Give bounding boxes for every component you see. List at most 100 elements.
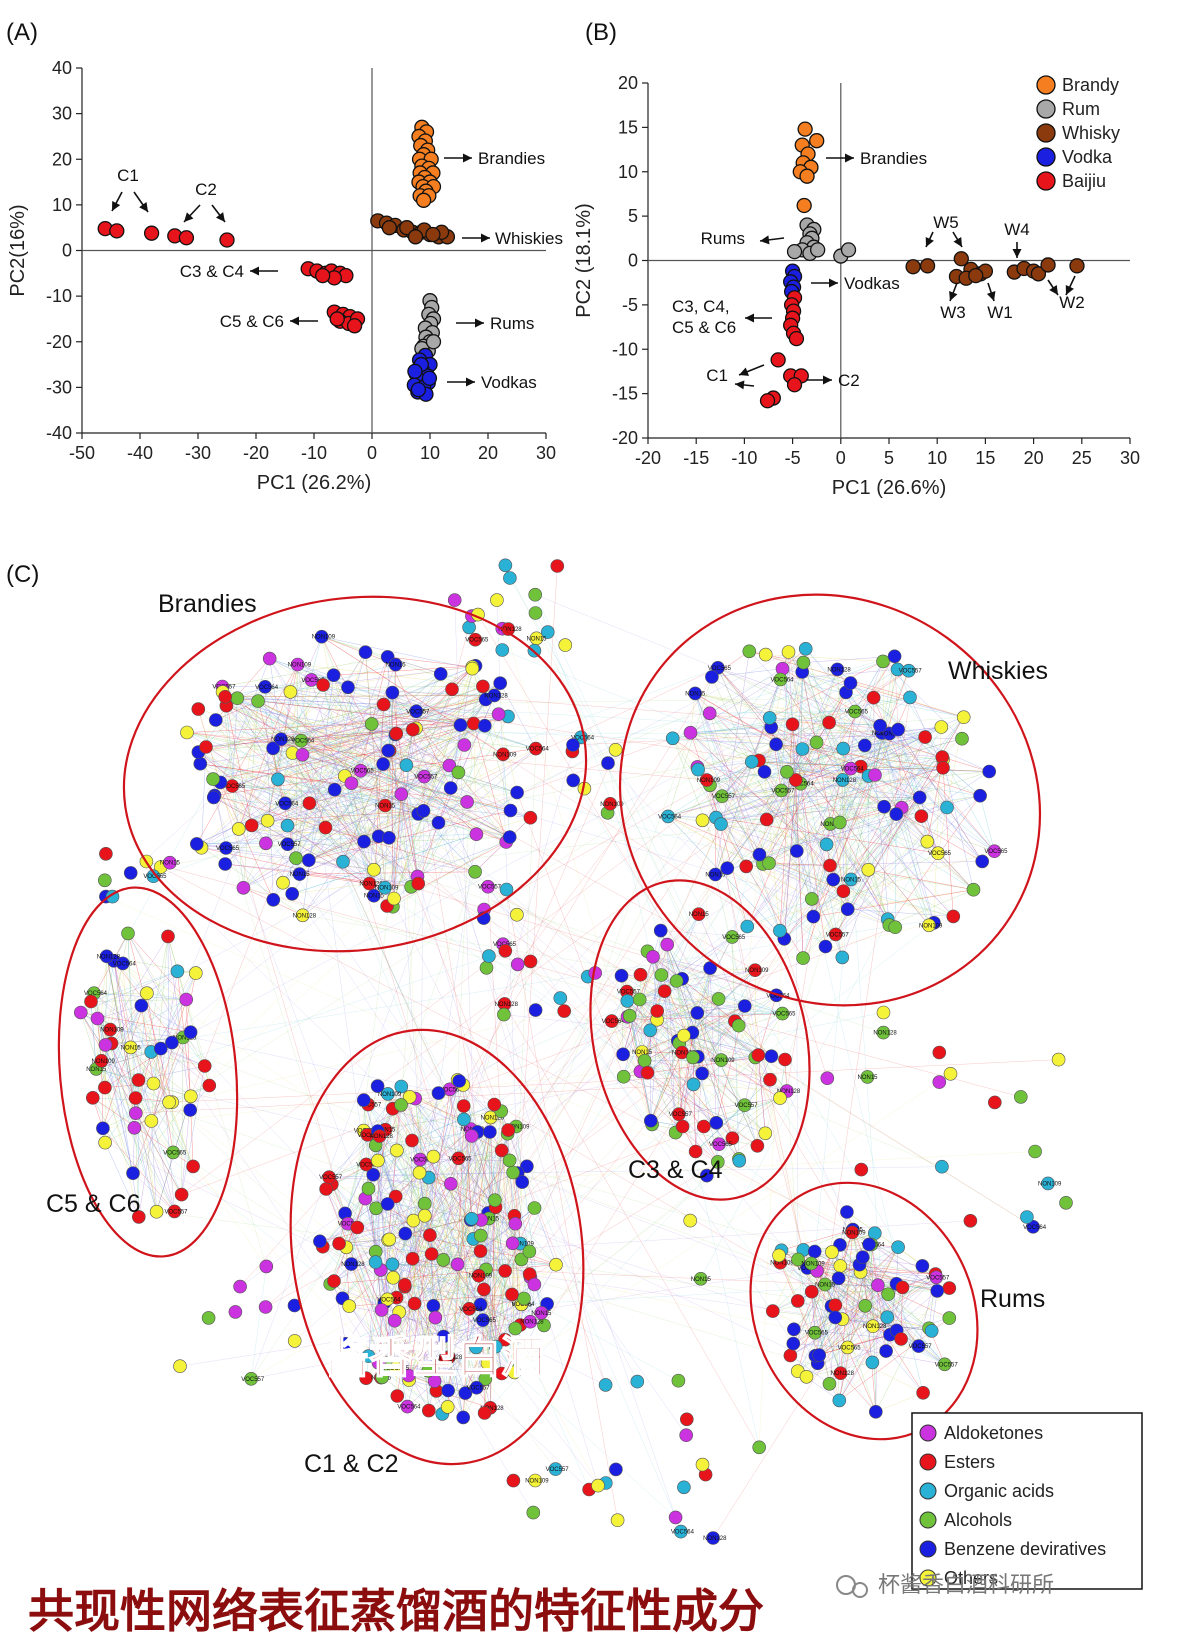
network-node <box>366 1167 381 1182</box>
network-node-label: NON109 <box>92 1059 116 1065</box>
network-node <box>501 1123 516 1137</box>
network-edge <box>322 684 477 835</box>
panel-b-legend-marker <box>1036 99 1056 119</box>
network-node <box>916 1386 930 1400</box>
network-node-label: VOC565 <box>473 1318 497 1324</box>
network-node <box>498 1333 512 1347</box>
network-edge <box>652 956 777 996</box>
network-node <box>201 1311 216 1325</box>
network-edge <box>311 679 370 884</box>
network-edge <box>232 785 468 803</box>
network-edge <box>383 704 760 761</box>
network-node <box>285 886 300 901</box>
network-edge <box>334 723 474 790</box>
network-node <box>428 1310 443 1325</box>
network-node <box>266 741 280 756</box>
network-node <box>361 1181 376 1196</box>
panel-c-legend-marker <box>919 1453 937 1471</box>
network-edge <box>401 1086 470 1309</box>
network-node <box>84 994 98 1009</box>
panel-a-y-tick-label: 0 <box>62 241 72 261</box>
network-edge <box>351 1164 367 1265</box>
network-edge <box>702 736 926 821</box>
panel-b-series-baijiu <box>759 290 809 409</box>
network-node <box>720 861 735 876</box>
network-edge <box>302 733 397 756</box>
network-edge <box>721 795 920 798</box>
network-edge <box>829 1277 937 1384</box>
network-edge <box>321 636 352 784</box>
network-node <box>833 1259 848 1273</box>
network-edge <box>678 968 711 1115</box>
network-node <box>99 846 113 861</box>
network-edge <box>80 1012 826 1285</box>
network-edge <box>302 675 334 916</box>
network-edge <box>640 1071 717 1124</box>
network-edge <box>97 1018 102 1061</box>
cluster-ring-brandies <box>122 595 588 953</box>
network-edge <box>127 933 173 1103</box>
network-edge <box>788 651 830 723</box>
network-edge <box>793 1343 848 1348</box>
network-node <box>202 1078 217 1093</box>
network-edge <box>656 914 699 1020</box>
network-edge <box>349 1305 464 1418</box>
network-node <box>86 1091 100 1105</box>
network-node <box>460 795 474 809</box>
network-node-label: NON128 <box>271 737 295 743</box>
network-edge <box>482 1207 535 1321</box>
network-edge <box>506 889 618 1521</box>
panel-b-annotation-vodkas: Vodkas <box>844 274 900 293</box>
network-edge <box>428 1177 474 1240</box>
network-edge <box>458 1158 503 1374</box>
network-node <box>881 1287 896 1301</box>
network-edge <box>331 1184 413 1259</box>
network-node <box>934 720 949 734</box>
panel-a-annotation-brandies: Brandies <box>478 149 545 168</box>
network-edge <box>416 699 486 712</box>
network-edge <box>852 1232 887 1352</box>
network-edge <box>485 1378 556 1470</box>
network-edge <box>412 1258 479 1276</box>
network-node <box>843 761 858 776</box>
network-edge <box>384 841 507 888</box>
panel-a-series-c1 <box>97 220 160 241</box>
network-edge <box>781 790 939 854</box>
network-node <box>901 663 916 678</box>
network-node <box>975 854 990 869</box>
network-edge <box>412 729 507 843</box>
network-edge <box>784 1059 807 1377</box>
network-edge <box>285 803 418 877</box>
network-edge <box>360 770 419 815</box>
network-node-label: NON15 <box>364 894 385 900</box>
network-node <box>675 1119 690 1134</box>
network-edge <box>717 667 760 761</box>
network-edge <box>407 1131 478 1407</box>
network-node-label: VOC564 <box>84 991 108 997</box>
network-node <box>522 1244 537 1259</box>
network-edge <box>480 1304 521 1326</box>
network-edge <box>106 956 194 1167</box>
network-edge <box>781 1229 853 1251</box>
network-edge <box>104 1142 140 1218</box>
network-edge <box>80 1012 191 1097</box>
network-edge <box>647 951 756 1058</box>
network-edge <box>647 1072 758 1147</box>
network-edge <box>414 1098 506 1340</box>
network-edge <box>106 956 136 1099</box>
panel-c-legend-label: Alcohols <box>944 1510 1012 1530</box>
cluster-label-c5-c6: C5 & C6 <box>46 1190 140 1218</box>
network-node-label: VOC565 <box>356 1162 380 1168</box>
network-edge <box>825 807 948 947</box>
network-edge <box>438 834 477 1094</box>
network-edge <box>102 993 148 1129</box>
network-edge <box>672 661 884 739</box>
network-node <box>1059 1196 1073 1210</box>
network-edge <box>717 667 760 761</box>
network-node <box>534 1306 549 1320</box>
network-edge <box>720 744 777 825</box>
network-node-label: NON109 <box>842 1230 866 1236</box>
panel-a-x-tick-label: -50 <box>69 443 95 463</box>
network-node-label: VOC565 <box>709 1142 733 1148</box>
network-edge <box>292 883 370 895</box>
